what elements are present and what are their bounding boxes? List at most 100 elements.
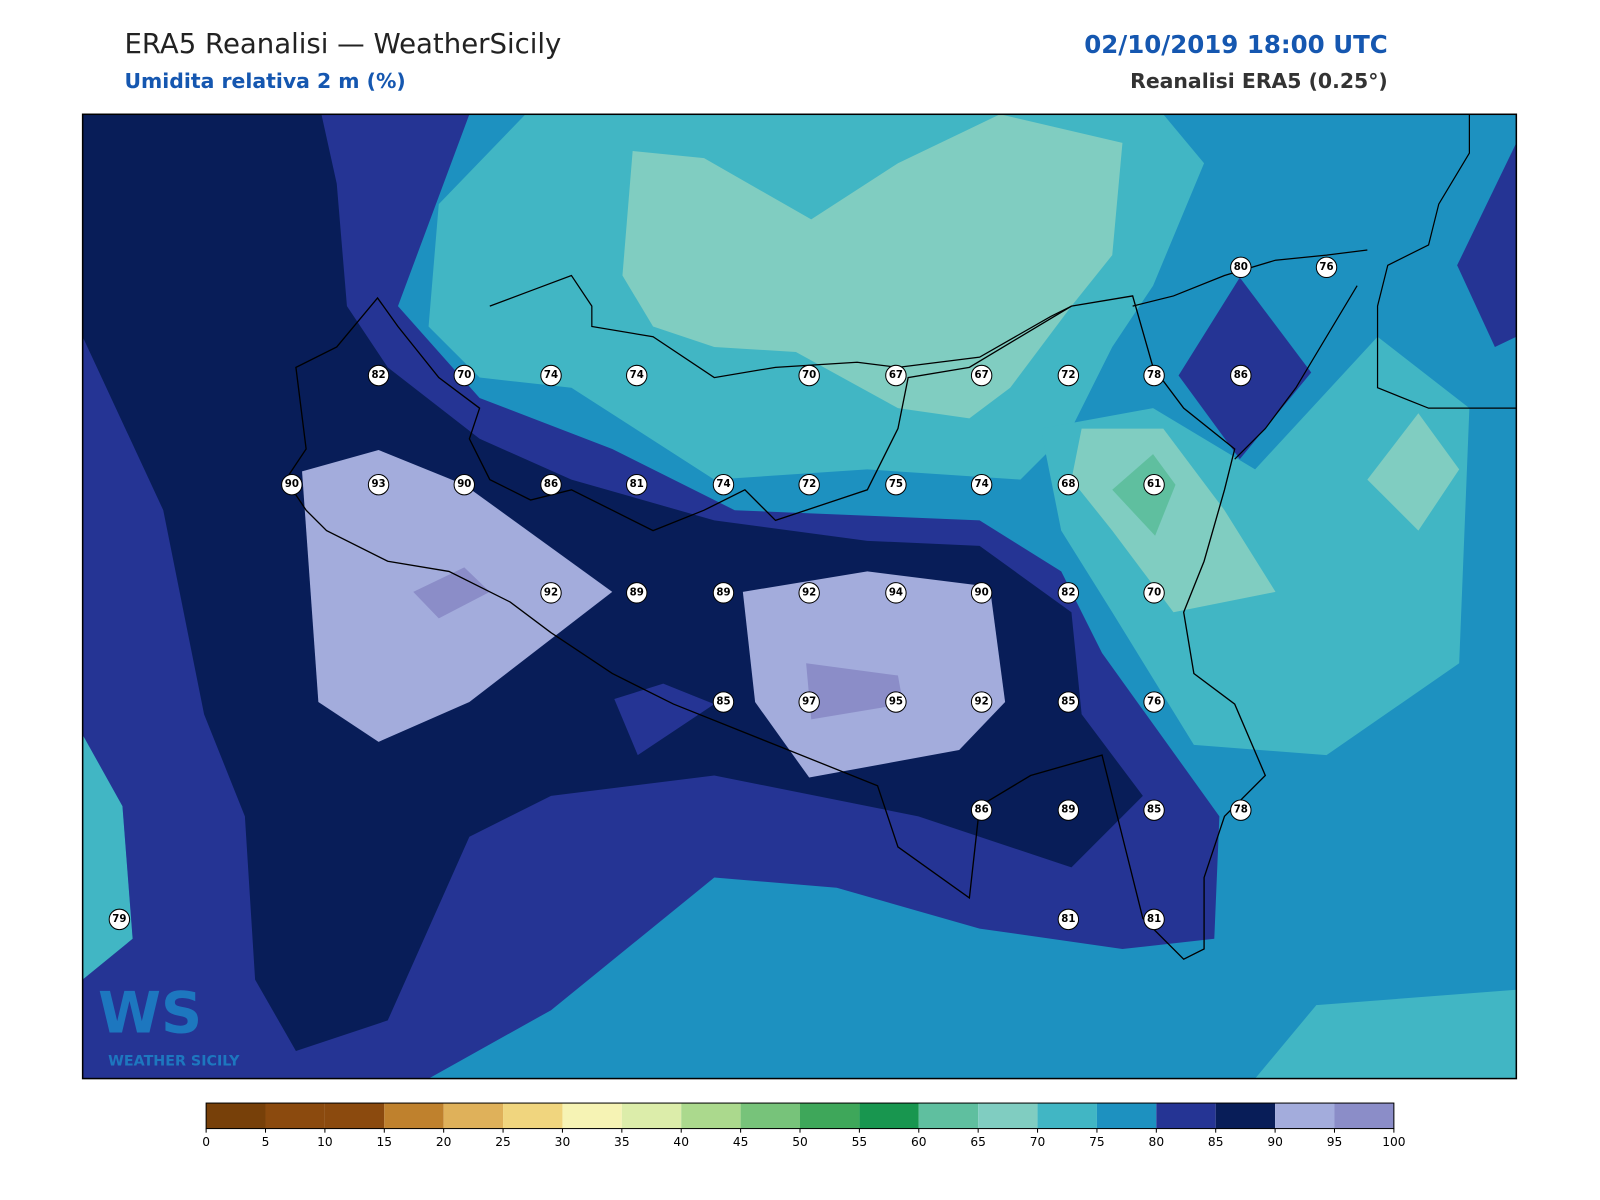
colorbar-tick-label: 10 [317, 1135, 333, 1149]
station-marker [1315, 256, 1338, 279]
station-value: 67 [975, 370, 989, 381]
station-value: 95 [889, 697, 903, 708]
station-value: 76 [1319, 262, 1333, 273]
colorbar-swatch [1096, 1103, 1157, 1129]
station-marker [712, 582, 735, 604]
station-value: 93 [371, 479, 385, 490]
station-value: 85 [716, 697, 730, 708]
source: Reanalisi ERA5 (0.25°) [1130, 69, 1388, 93]
subtitle: Umidita relativa 2 m (%) [124, 69, 405, 93]
contour [622, 114, 1123, 419]
colorbar-tick-label: 15 [376, 1135, 392, 1149]
colorbar-tick-label: 25 [495, 1135, 511, 1149]
station-value: 86 [975, 805, 989, 816]
colorbar: 0 5 10 15 20 25 30 35 40 45 50 55 60 65 70 75 80 85 90 95 10… [202, 1102, 1406, 1149]
station-marker [1057, 908, 1080, 931]
colorbar-swatch [1037, 1103, 1097, 1129]
station-value: 70 [1147, 587, 1161, 598]
colorbar-tick-label: 80 [1149, 1135, 1165, 1149]
station-value: 78 [1234, 805, 1248, 816]
colorbar-tick-label: 45 [733, 1135, 749, 1149]
station-value: 70 [457, 370, 471, 381]
station-marker [1057, 473, 1080, 496]
station-value: 72 [802, 479, 816, 490]
station-value: 79 [112, 914, 126, 925]
logo-text: WEATHER SICILY [108, 1053, 240, 1069]
colorbar-tick-label: 75 [1089, 1135, 1105, 1149]
station-value: 78 [1147, 370, 1161, 381]
colorbar-tick-label: 35 [614, 1135, 630, 1149]
colorbar-tick-label: 20 [436, 1135, 452, 1149]
contour [1255, 989, 1517, 1079]
colorbar-tick-label: 65 [970, 1135, 986, 1149]
station-marker [712, 691, 735, 713]
colorbar-tick-label: 0 [202, 1135, 210, 1149]
station-value: 92 [975, 697, 989, 708]
colorbar-tick-label: 95 [1327, 1135, 1343, 1149]
datetime: 02/10/2019 18:00 UTC [1084, 30, 1388, 59]
station-marker [281, 473, 303, 496]
station-marker [540, 473, 562, 496]
station-value: 82 [371, 370, 385, 381]
colorbar-swatch [1215, 1103, 1276, 1129]
station-value: 81 [1147, 914, 1161, 925]
contour [1071, 428, 1276, 613]
station-marker [1230, 364, 1252, 387]
station-value: 72 [1061, 370, 1075, 381]
station-value: 85 [1147, 805, 1161, 816]
colorbar-swatch [859, 1103, 919, 1129]
colorbar-swatch [562, 1103, 622, 1129]
station-marker [1143, 691, 1165, 713]
colorbar-tick-label: 30 [555, 1135, 571, 1149]
station-value: 75 [889, 479, 903, 490]
station-marker [367, 473, 390, 496]
stations: 80 76 82 70 74 74 70 67 67 72 78 86 90 93 90 86 81 74 72 75… [108, 256, 1338, 931]
station-marker [1230, 256, 1252, 279]
colorbar-swatch [206, 1103, 266, 1129]
map-frame [81, 113, 1518, 1080]
station-marker [1230, 799, 1252, 821]
station-value: 90 [457, 479, 471, 490]
station-value: 97 [802, 697, 816, 708]
colorbar-swatch [621, 1103, 682, 1129]
station-marker [1143, 473, 1165, 496]
station-marker [540, 582, 562, 604]
station-marker [1057, 364, 1080, 387]
station-value: 89 [716, 587, 730, 598]
contour [614, 683, 715, 756]
station-marker [885, 364, 907, 387]
contour [413, 567, 490, 619]
station-value: 82 [1061, 587, 1075, 598]
logo-mark: WS [98, 981, 202, 1047]
station-value: 86 [1234, 370, 1248, 381]
station-value: 81 [630, 479, 644, 490]
station-marker [970, 473, 993, 496]
contour [1457, 142, 1517, 347]
station-marker [1057, 691, 1080, 713]
station-marker [1143, 364, 1165, 387]
station-value: 70 [802, 370, 816, 381]
map [82, 114, 1517, 1079]
colorbar-swatch [324, 1103, 385, 1129]
station-marker [970, 691, 993, 713]
station-marker [108, 908, 131, 931]
station-value: 81 [1061, 914, 1075, 925]
station-marker [798, 364, 820, 387]
station-value: 67 [889, 370, 903, 381]
station-value: 68 [1061, 479, 1075, 490]
colorbar-tick-label: 55 [852, 1135, 868, 1149]
colorbar-swatch [681, 1103, 741, 1129]
station-value: 74 [975, 479, 989, 490]
station-marker [798, 691, 820, 713]
station-marker [970, 799, 993, 821]
contour [82, 114, 1143, 1052]
station-value: 80 [1234, 262, 1248, 273]
station-marker [626, 473, 648, 496]
station-marker [453, 473, 475, 496]
station-marker [1143, 908, 1165, 931]
station-marker [712, 473, 735, 496]
title: ERA5 Reanalisi — WeatherSicily [124, 28, 561, 60]
colorbar-swatch [384, 1103, 444, 1129]
station-value: 74 [630, 370, 644, 381]
station-value: 74 [544, 370, 558, 381]
